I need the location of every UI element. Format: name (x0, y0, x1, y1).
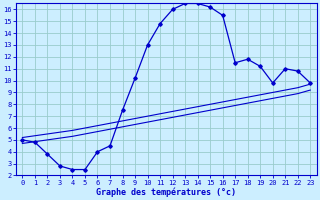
X-axis label: Graphe des températures (°c): Graphe des températures (°c) (96, 187, 236, 197)
